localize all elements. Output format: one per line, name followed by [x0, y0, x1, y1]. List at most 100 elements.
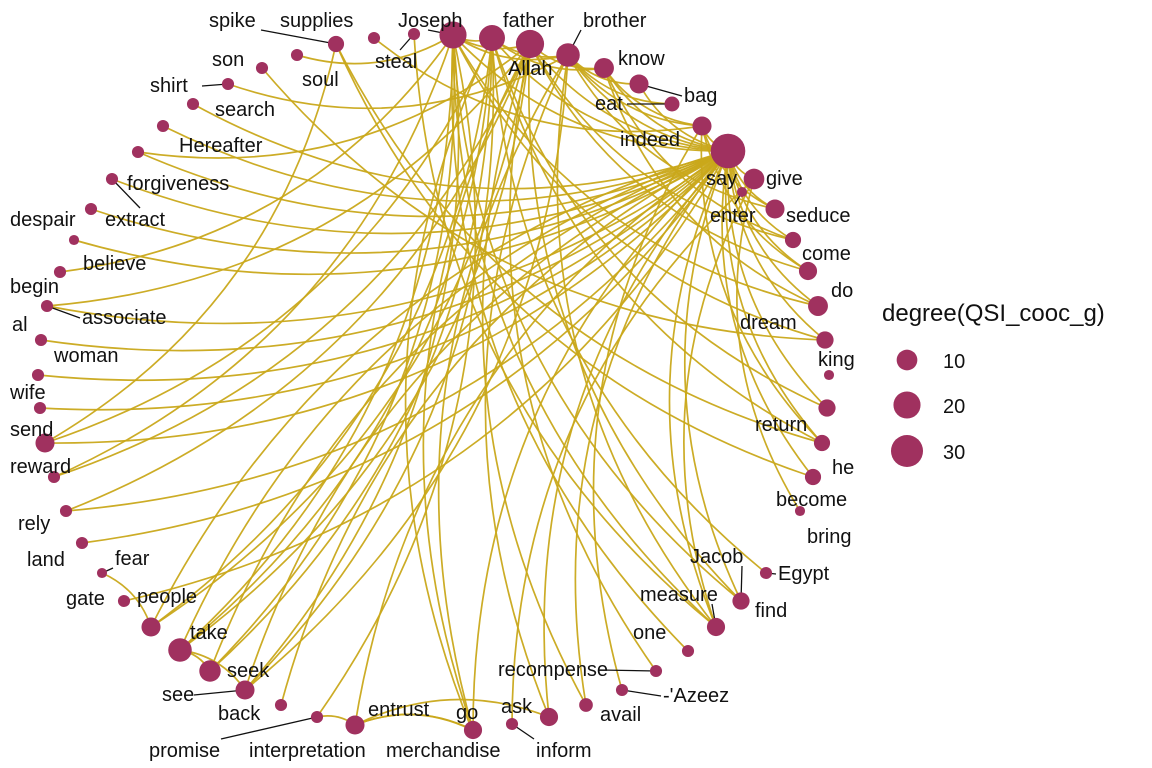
leader-recompense	[599, 669, 657, 672]
edge-joseph-interpretation	[316, 34, 477, 718]
node-label-enter: enter	[710, 205, 756, 227]
leader-spike	[260, 29, 337, 45]
edge-joseph-seek	[209, 34, 456, 672]
node-hereafter	[156, 119, 170, 133]
node-bring	[794, 505, 806, 517]
node-label-back: back	[218, 703, 261, 725]
edge-indeed-he	[700, 125, 823, 444]
edge-indeed-seduce	[701, 125, 776, 210]
edge-say-rely	[65, 150, 729, 512]
legend-title: degree(QSI_cooc_g)	[882, 300, 1105, 327]
edge-say-become	[721, 150, 814, 478]
legend-label-20: 20	[943, 396, 965, 418]
edge-allah-do	[529, 43, 809, 272]
node-know	[594, 58, 614, 78]
node-measure	[706, 617, 726, 637]
edge-spike-he	[335, 43, 823, 444]
edge-allah-associate	[46, 43, 531, 307]
node-label-son: son	[212, 49, 244, 71]
edge-supplies-indeed	[373, 37, 703, 133]
node-label-measure: measure	[640, 584, 718, 606]
node-label-rely: rely	[18, 513, 50, 535]
legend-label-30: 30	[943, 442, 965, 464]
node-extract	[105, 172, 119, 186]
node-label-fear: fear	[115, 548, 150, 570]
node-label-king: king	[818, 349, 855, 371]
node-label-find: find	[755, 600, 787, 622]
edge-say-find	[683, 150, 742, 602]
node-come	[784, 231, 802, 249]
edge-say-go	[472, 150, 729, 731]
node-label-supplies: supplies	[280, 10, 353, 32]
node-label-extract: extract	[105, 209, 165, 231]
node-label-merchandise: merchandise	[386, 740, 501, 762]
node-label-inform: inform	[536, 740, 592, 762]
edge-layer	[37, 33, 828, 731]
node-label-land: land	[27, 549, 65, 571]
node-recompense	[649, 664, 663, 678]
node-label-promise: promise	[149, 740, 220, 762]
node-label-eat: eat	[595, 93, 623, 115]
edge-say-send	[44, 150, 729, 444]
node-label-interpretation: interpretation	[249, 740, 366, 762]
node-label-do: do	[831, 280, 853, 302]
edge-know-indeed	[603, 67, 703, 127]
node-son	[255, 61, 269, 75]
node-label-know: know	[618, 48, 665, 70]
edge-joseph-dream	[452, 34, 819, 307]
node-entrust	[345, 715, 365, 735]
node-land	[75, 536, 89, 550]
leader-extract	[111, 178, 141, 209]
edge-spike-send	[44, 43, 337, 444]
edge-son-king	[261, 67, 826, 341]
legend-swatch-10	[896, 349, 918, 371]
node-take	[168, 638, 192, 662]
node-wife	[33, 401, 47, 415]
node-label-go: go	[456, 702, 478, 724]
node-eat	[664, 96, 680, 112]
node-begin	[53, 265, 67, 279]
legend-swatch-30	[890, 434, 924, 468]
edge-say-brother	[567, 54, 729, 152]
edge-say-do	[727, 150, 809, 272]
node-send	[35, 433, 55, 453]
edge-give-measure	[683, 178, 755, 628]
edge-father-send	[44, 37, 493, 444]
node-label-forgiveness: forgiveness	[127, 173, 229, 195]
edge-joseph-see	[244, 34, 460, 691]
node-despair	[84, 202, 98, 216]
node-label-brother: brother	[583, 10, 647, 32]
node-label-reward: reward	[10, 456, 71, 478]
edge-brother-shirt	[227, 54, 569, 110]
node-layer	[31, 21, 836, 740]
node-believe	[68, 234, 80, 246]
edge-father-egypt	[491, 37, 767, 574]
edge-say-take	[179, 150, 729, 651]
node-egypt	[759, 566, 773, 580]
edge-give-inform	[511, 178, 755, 725]
node-inform	[505, 717, 519, 731]
edge-steal-measure	[413, 33, 717, 628]
edge-know-dream	[603, 67, 819, 307]
node-associate	[40, 299, 54, 313]
node-al	[34, 333, 48, 347]
node-label-believe: believe	[83, 253, 146, 275]
edge-allah-rely	[65, 43, 531, 512]
node-label-ask: ask	[501, 696, 533, 718]
node-label-avail: avail	[600, 704, 641, 726]
node-he	[813, 434, 831, 452]
edge-entrust-ask	[354, 698, 550, 726]
edge-allah-jacob	[527, 43, 742, 602]
node-label-people: people	[137, 586, 197, 608]
node-do	[798, 261, 818, 281]
edge-brother-go	[437, 54, 569, 731]
edge-say-dream	[727, 150, 819, 307]
edge-say-wife	[39, 150, 729, 411]
node-return_n	[818, 399, 836, 417]
node-label-seek: seek	[227, 660, 270, 682]
edge-spike-become	[335, 43, 814, 478]
node-label-associate: associate	[82, 307, 167, 329]
node-father	[479, 25, 505, 51]
node-brother	[556, 43, 580, 67]
node-label-return: return	[755, 414, 807, 436]
